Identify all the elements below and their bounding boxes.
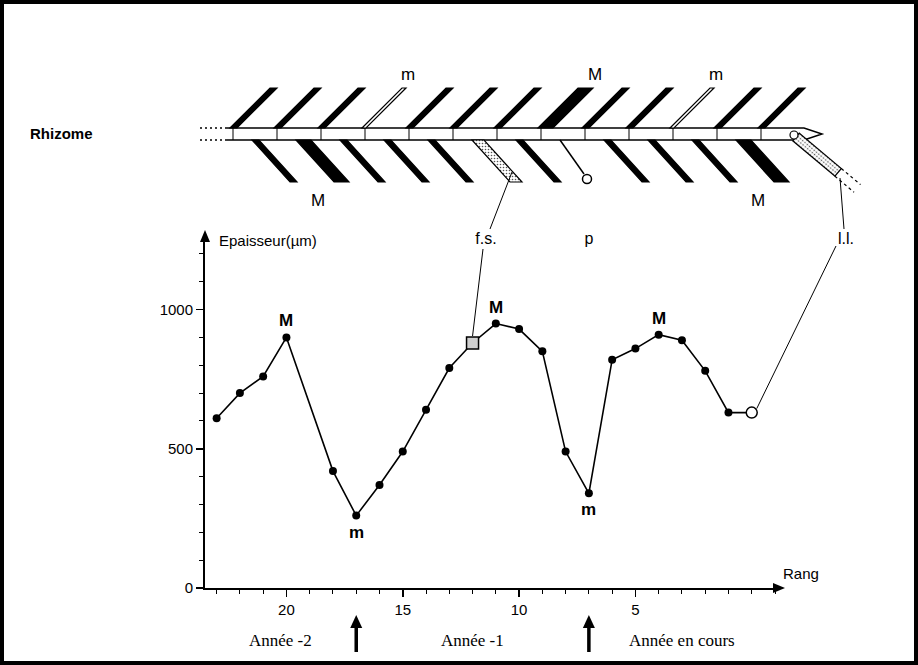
svg-text:1000: 1000: [160, 301, 193, 318]
svg-text:m: m: [349, 523, 364, 542]
svg-text:M: M: [311, 191, 325, 210]
svg-text:M: M: [751, 191, 765, 210]
svg-text:Année -2: Année -2: [249, 631, 312, 650]
svg-text:M: M: [588, 65, 602, 84]
svg-text:5: 5: [631, 601, 639, 618]
svg-text:M: M: [652, 309, 666, 328]
svg-text:Année en cours: Année en cours: [629, 631, 735, 650]
svg-text:l.l.: l.l.: [838, 230, 854, 247]
svg-text:0: 0: [185, 579, 193, 596]
svg-text:20: 20: [278, 601, 295, 618]
svg-text:Année -1: Année -1: [441, 631, 504, 650]
svg-text:10: 10: [511, 601, 528, 618]
svg-text:Epaisseur(µm): Epaisseur(µm): [219, 232, 317, 249]
svg-text:500: 500: [168, 440, 193, 457]
svg-text:M: M: [489, 298, 503, 317]
svg-text:Rang: Rang: [783, 565, 819, 582]
svg-text:f.s.: f.s.: [475, 230, 496, 247]
svg-text:p: p: [585, 230, 594, 247]
svg-text:Rhizome: Rhizome: [30, 125, 93, 142]
svg-text:m: m: [709, 65, 723, 84]
svg-text:m: m: [581, 500, 596, 519]
svg-text:15: 15: [394, 601, 411, 618]
svg-text:m: m: [401, 65, 415, 84]
svg-text:M: M: [279, 311, 293, 330]
